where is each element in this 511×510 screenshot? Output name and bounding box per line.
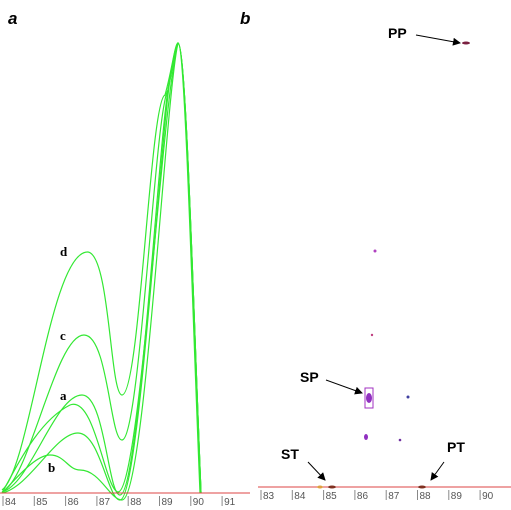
arrow [415, 34, 461, 46]
spots [317, 41, 470, 489]
arrow [325, 379, 363, 395]
ticks: 84 85 86 87 88 89 90 91 83 84 85 86 87 88 89 90 [2, 490, 494, 508]
curve-label: b [48, 460, 55, 475]
tick-label: 86 [68, 497, 80, 508]
tick-label: 90 [482, 491, 494, 502]
tick-label: 91 [224, 497, 236, 508]
tick-label: 88 [420, 491, 432, 502]
tick-label: 83 [263, 491, 275, 502]
curve-label: d [60, 244, 68, 259]
tick-label: 87 [388, 491, 400, 502]
tick-label: 85 [36, 497, 48, 508]
tick-label: 88 [130, 497, 142, 508]
tick-label: 90 [193, 497, 205, 508]
tick-label: 86 [357, 491, 369, 502]
annotation: PP [388, 25, 407, 41]
panel-label: a [8, 9, 17, 28]
curves [1, 42, 202, 501]
curve-label: c [60, 328, 66, 343]
tick-label: 84 [5, 497, 17, 508]
curve-label: a [60, 388, 67, 403]
tick-label: 89 [162, 497, 174, 508]
tick-label: 87 [99, 497, 111, 508]
annotation: SP [300, 369, 319, 385]
annotation: ST [281, 446, 299, 462]
tick-label: 84 [294, 491, 306, 502]
arrow [430, 461, 445, 481]
tick-label: 85 [326, 491, 338, 502]
tick-label: 89 [451, 491, 463, 502]
annotation: PT [447, 439, 465, 455]
arrow [307, 461, 326, 481]
panel-label: b [240, 9, 250, 28]
